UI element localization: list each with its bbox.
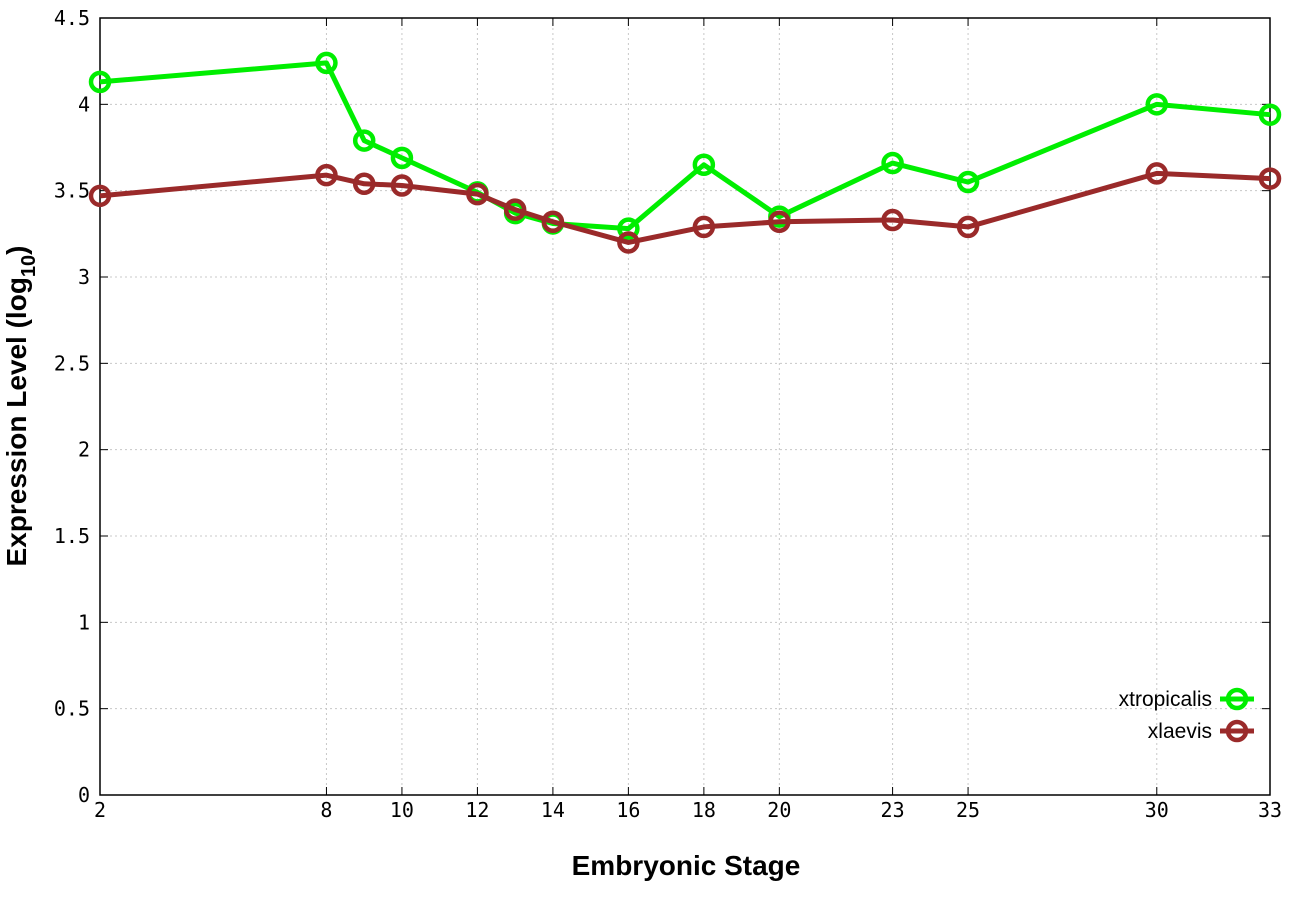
data-point [466, 182, 489, 206]
data-point [315, 51, 338, 75]
x-tick-label: 33 [1258, 798, 1282, 822]
y-axis-title-main: Expression Level (log [1, 277, 32, 566]
data-point [1258, 103, 1282, 126]
x-tick-label: 30 [1145, 798, 1169, 822]
data-point [768, 210, 791, 233]
data-point [956, 170, 980, 194]
x-tick-label: 14 [541, 798, 565, 822]
x-axis-title: Embryonic Stage [572, 850, 801, 881]
data-point [503, 198, 527, 221]
y-tick-label: 0.5 [54, 697, 90, 721]
x-tick-label: 25 [956, 798, 980, 822]
legend-label: xlaevis [1148, 720, 1212, 743]
y-axis-ticks: 0 0.5 1 1.5 2 2.5 3 3.5 4 4.5 [54, 6, 1270, 807]
x-tick-label: 20 [767, 798, 791, 822]
series-line [99, 60, 1271, 232]
data-point [881, 151, 904, 175]
data-point [352, 172, 376, 196]
series-layer [88, 51, 1282, 254]
x-tick-label: 18 [692, 798, 716, 822]
legend-marker [1225, 687, 1249, 711]
data-point [88, 70, 112, 94]
data-point [881, 208, 904, 232]
data-point [541, 210, 565, 233]
data-point [1145, 93, 1169, 116]
y-tick-label: 4.5 [54, 6, 90, 30]
series-line [99, 170, 1271, 245]
data-point [390, 174, 414, 197]
x-tick-label: 2 [94, 798, 106, 822]
series-xtropicalis [88, 51, 1282, 240]
y-axis-title-subscript: 10 [18, 255, 40, 277]
data-point [692, 215, 716, 239]
data-point [352, 129, 376, 152]
y-tick-label: 1 [78, 610, 90, 634]
y-axis-title-close: ) [1, 246, 32, 255]
data-point [617, 217, 640, 240]
y-tick-label: 1.5 [54, 524, 90, 548]
data-point [315, 163, 338, 187]
data-point [692, 153, 716, 177]
x-tick-label: 23 [881, 798, 905, 822]
plot-frame [99, 17, 1271, 796]
data-point [88, 184, 112, 208]
y-axis-title: Expression Level (log10) [1, 246, 40, 567]
legend-marker [1225, 719, 1249, 743]
series-xlaevis [88, 162, 1282, 254]
y-tick-label: 2.5 [54, 351, 90, 375]
y-tick-label: 2 [78, 438, 90, 462]
x-tick-label: 16 [616, 798, 640, 822]
y-tick-label: 0 [78, 783, 90, 807]
data-point [956, 215, 980, 239]
x-tick-label: 10 [390, 798, 414, 822]
data-point [390, 146, 414, 170]
x-tick-label: 12 [465, 798, 489, 822]
legend: xtropicalis xlaevis [1119, 687, 1254, 743]
legend-entry: xtropicalis [1119, 687, 1254, 711]
legend-label: xtropicalis [1119, 688, 1212, 711]
data-point [617, 231, 640, 254]
x-axis-ticks: 2 8 10 12 14 16 18 20 23 25 30 33 [94, 18, 1282, 822]
y-tick-label: 4 [78, 92, 90, 116]
data-point [1258, 167, 1282, 190]
data-point [1145, 162, 1169, 185]
x-tick-label: 8 [320, 798, 332, 822]
y-tick-label: 3.5 [54, 179, 90, 203]
grid-lines [100, 18, 1270, 795]
legend-entry: xlaevis [1148, 719, 1254, 743]
y-tick-label: 3 [78, 265, 90, 289]
